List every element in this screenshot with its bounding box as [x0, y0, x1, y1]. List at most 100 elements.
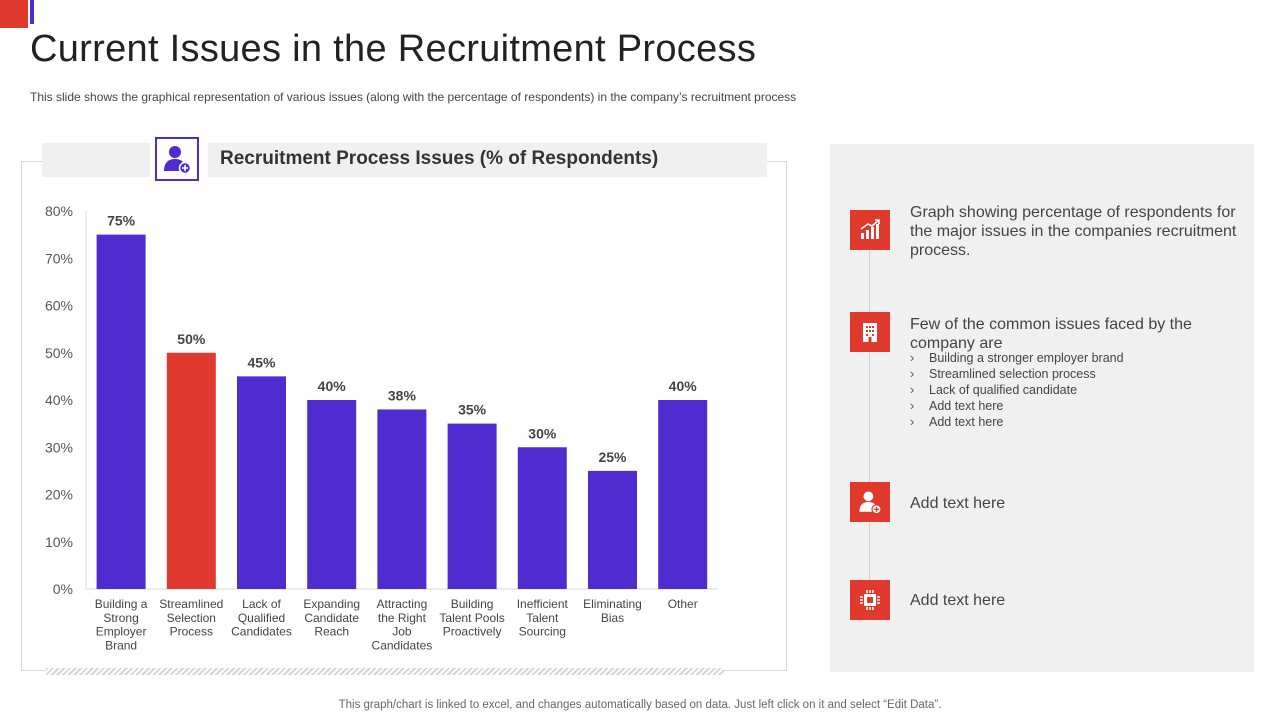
- x-tick-label: Lack of Qualified Candidates: [231, 597, 292, 639]
- x-tick-label-line: Lack of: [242, 597, 281, 611]
- issue-bullet-list: › Building a stronger employer brand › Str…: [910, 350, 1124, 430]
- data-label: 45%: [247, 354, 276, 370]
- chip-icon: [860, 590, 880, 610]
- page-subtitle: This slide shows the graphical represent…: [30, 90, 797, 104]
- user-plus-icon: [859, 491, 882, 515]
- y-tick-label: 80%: [45, 203, 73, 219]
- bar: [447, 423, 497, 589]
- data-label: 38%: [388, 387, 417, 403]
- data-label: 25%: [598, 449, 627, 465]
- x-tick-label-line: Talent Pools: [439, 611, 504, 625]
- y-tick-label: 30%: [45, 439, 73, 455]
- data-label: 75%: [107, 213, 136, 229]
- bullet-item: › Lack of qualified candidate: [910, 382, 1124, 398]
- growth-chart-icon: [860, 219, 880, 239]
- bar: [377, 409, 427, 589]
- bullet-item: › Add text here: [910, 398, 1124, 414]
- chart-base-shadow: [46, 668, 724, 675]
- x-tick-label-line: Candidates: [372, 638, 433, 652]
- x-tick-label: Streamlined Selection Process: [159, 597, 223, 639]
- chevron-right-icon: ›: [910, 415, 915, 429]
- corner-accent-line: [30, 0, 34, 24]
- x-tick-label-line: Candidate: [304, 611, 359, 625]
- bullet-text: Streamlined selection process: [929, 367, 1096, 381]
- bullet-text: Add text here: [929, 399, 1004, 413]
- x-tick-label-line: Building a: [95, 597, 148, 611]
- chart-title: Recruitment Process Issues (% of Respond…: [220, 148, 659, 169]
- y-tick-label: 60%: [45, 298, 73, 314]
- bar: [658, 400, 708, 589]
- x-tick-label-line: Process: [170, 625, 213, 639]
- footer-note: This graph/chart is linked to excel, and…: [338, 699, 942, 711]
- x-tick-label: Building a Strong Employer Brand: [95, 597, 148, 652]
- x-tick-label-line: Selection: [167, 611, 216, 625]
- x-tick-label-line: Eliminating: [583, 597, 642, 611]
- bullet-item: › Add text here: [910, 414, 1124, 430]
- side-item-icon-box-4: [850, 580, 890, 620]
- user-plus-icon: [164, 146, 192, 175]
- x-tick-label-line: Attracting: [377, 597, 428, 611]
- x-tick-label-line: Qualified: [238, 611, 285, 625]
- x-tick-label-line: Sourcing: [519, 625, 566, 639]
- x-tick-label-line: Streamlined: [159, 597, 223, 611]
- side-item-text-4: Add text here: [910, 592, 1006, 609]
- bar: [307, 400, 357, 589]
- x-tick-label-line: Bias: [601, 611, 624, 625]
- x-tick-label-line: Strong: [103, 611, 138, 625]
- x-tick-label: Building Talent Pools Proactively: [439, 597, 504, 639]
- data-label: 30%: [528, 425, 557, 441]
- chevron-right-icon: ›: [910, 383, 915, 397]
- chart-header-icon-box: [155, 137, 199, 181]
- side-item-text-1: Graph showing percentage of respondents …: [910, 204, 1237, 259]
- bullet-text: Lack of qualified candidate: [929, 383, 1078, 397]
- side-item-text-2: Few of the common issues faced by the co…: [910, 316, 1192, 352]
- chevron-right-icon: ›: [910, 367, 915, 381]
- y-tick-label: 20%: [45, 487, 73, 503]
- chevron-right-icon: ›: [910, 351, 915, 365]
- side-panel: [830, 144, 1254, 672]
- x-tick-label-line: Reach: [314, 625, 349, 639]
- data-label: 50%: [177, 331, 206, 347]
- bar: [517, 447, 567, 589]
- side-item-icon-box-1: [850, 210, 890, 250]
- x-tick-label-line: Expanding: [303, 597, 360, 611]
- y-tick-label: 40%: [45, 392, 73, 408]
- bullet-text: Building a stronger employer brand: [929, 351, 1124, 365]
- y-tick-label: 10%: [45, 534, 73, 550]
- page-title: Current Issues in the Recruitment Proces…: [30, 28, 757, 70]
- x-tick-label: Attracting the Right Job Candidates: [372, 597, 433, 652]
- x-tick-label-line: Job: [392, 625, 412, 639]
- corner-accent-red: [0, 0, 28, 28]
- x-tick-label: Expanding Candidate Reach: [303, 597, 360, 639]
- data-label: 35%: [458, 402, 487, 418]
- data-label: 40%: [318, 378, 347, 394]
- x-tick-label: Inefficient Talent Sourcing: [517, 597, 569, 639]
- bar: [166, 352, 216, 589]
- bullet-item: › Building a stronger employer brand: [910, 350, 1124, 366]
- x-tick-label-line: the Right: [378, 611, 427, 625]
- timeline-line: [869, 248, 870, 598]
- x-tick-label-line: Candidates: [231, 625, 292, 639]
- chevron-right-icon: ›: [910, 399, 915, 413]
- x-tick-label-line: Employer: [96, 625, 147, 639]
- side-item-text-3: Add text here: [910, 495, 1006, 512]
- y-tick-label: 70%: [45, 250, 73, 266]
- x-tick-label: Other: [668, 597, 698, 611]
- building-icon: [863, 323, 877, 342]
- y-tick-label: 50%: [45, 345, 73, 361]
- y-tick-label: 0%: [53, 581, 73, 597]
- x-tick-label-line: Building: [451, 597, 494, 611]
- x-tick-label: Eliminating Bias: [583, 597, 642, 625]
- x-tick-label-line: Other: [668, 597, 698, 611]
- side-item-icon-box-2: [850, 312, 890, 352]
- x-tick-label-line: Talent: [526, 611, 559, 625]
- bar: [237, 376, 286, 589]
- x-tick-label-line: Inefficient: [517, 597, 569, 611]
- bar: [96, 234, 146, 589]
- data-label: 40%: [669, 378, 698, 394]
- bullet-item: › Streamlined selection process: [910, 366, 1124, 382]
- x-tick-label-line: Proactively: [443, 625, 502, 639]
- bar: [588, 470, 637, 589]
- x-tick-label-line: Brand: [105, 638, 137, 652]
